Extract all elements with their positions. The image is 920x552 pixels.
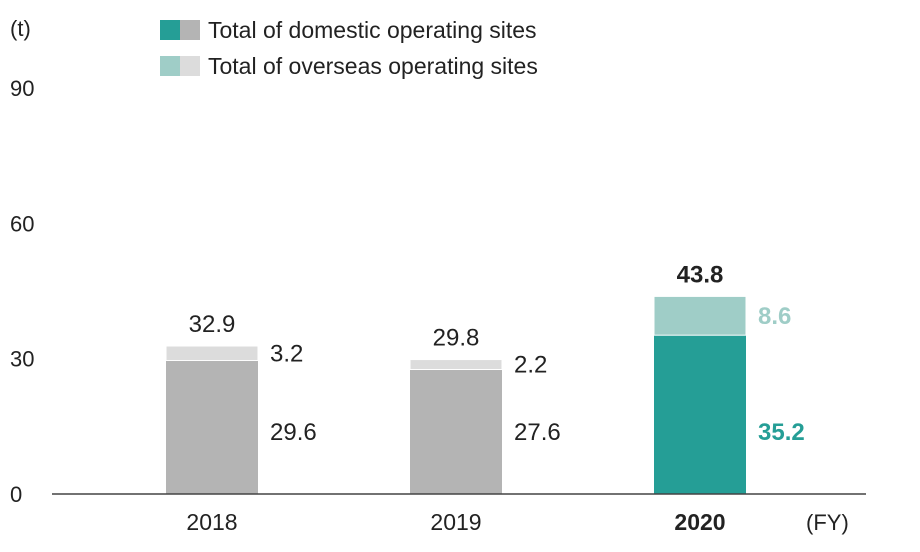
legend-label-overseas: Total of overseas operating sites [208,52,538,79]
overseas-value-label-2020: 8.6 [758,303,791,330]
bar-domestic-2018 [166,360,258,494]
legend: Total of domestic operating sites Total … [160,12,538,84]
y-tick-label: 90 [10,76,34,101]
domestic-value-label-2018: 29.6 [270,419,317,446]
legend-swatch-domestic [180,20,200,40]
bar-domestic-2019 [410,369,502,494]
total-label-2018: 32.9 [189,311,236,338]
y-tick-label: 60 [10,211,34,236]
bar-overseas-2019 [409,359,503,370]
total-label-2020: 43.8 [677,261,724,288]
total-label-2019: 29.8 [433,325,480,352]
legend-swatch-overseas-highlight [160,56,180,76]
y-axis-unit: (t) [10,16,31,41]
legend-item-domestic: Total of domestic operating sites [160,12,538,48]
y-tick-label: 0 [10,482,22,507]
overseas-value-label-2018: 3.2 [270,340,303,367]
domestic-value-label-2019: 27.6 [514,419,561,446]
x-axis-unit: (FY) [806,510,849,535]
overseas-value-label-2019: 2.2 [514,352,547,379]
x-tick-label-2018: 2018 [186,509,237,535]
legend-swatch-overseas [180,56,200,76]
y-tick-label: 30 [10,347,34,372]
legend-swatch-domestic-highlight [160,20,180,40]
x-tick-label-2019: 2019 [430,509,481,535]
bar-overseas-2018 [165,345,259,361]
x-tick-label-2020: 2020 [674,509,725,535]
bar-overseas-2020 [653,295,747,336]
legend-label-domestic: Total of domestic operating sites [208,16,537,43]
bar-domestic-2020 [654,335,746,494]
domestic-value-label-2020: 35.2 [758,419,805,446]
legend-item-overseas: Total of overseas operating sites [160,48,538,84]
